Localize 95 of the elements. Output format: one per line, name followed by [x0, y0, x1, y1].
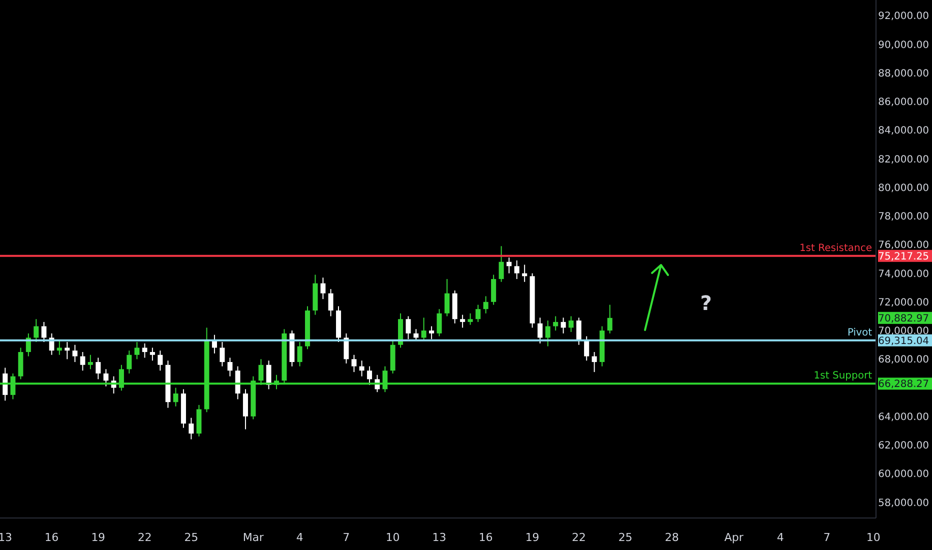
x-tick-label: 22 [138, 530, 152, 544]
candlestick [514, 260, 520, 280]
candlestick [592, 352, 597, 373]
candlestick [367, 366, 372, 386]
ref-line-label: Pivot [847, 327, 872, 338]
y-tick-label: 68,000.00 [878, 354, 929, 366]
candlestick [220, 341, 225, 367]
candlestick [88, 354, 93, 370]
candlestick [468, 312, 473, 326]
candlestick [80, 352, 86, 372]
candlestick [297, 341, 302, 367]
candlestick [506, 257, 512, 274]
text: 75,217.25 [878, 251, 929, 262]
y-tick-label: 84,000.00 [878, 126, 929, 137]
candlestick [34, 318, 39, 342]
candlestick [414, 328, 419, 342]
candlestick [266, 360, 272, 390]
candlestick [584, 336, 590, 362]
x-tick-label: 22 [572, 530, 586, 544]
candlestick [64, 341, 70, 360]
candlestick [150, 347, 155, 362]
y-tick-label: 60,000.00 [878, 469, 929, 480]
candlestick [328, 288, 334, 317]
annotation: ? [700, 291, 712, 315]
y-tick-label: 88,000.00 [878, 68, 929, 80]
x-tick-label: Apr [724, 530, 744, 544]
x-tick-label: Mar [242, 530, 264, 544]
text: 70,882.97 [878, 313, 929, 324]
x-tick-label: 13 [432, 530, 446, 544]
candlestick [538, 317, 543, 344]
candlestick [142, 342, 148, 358]
x-tick-label: 10 [866, 530, 880, 544]
y-tick-label: 90,000.00 [878, 40, 929, 51]
candlestick [242, 388, 248, 430]
candlestick [568, 316, 574, 332]
candlestick [235, 366, 240, 400]
y-tick-label: 92,000.00 [878, 11, 929, 22]
candlestick [2, 367, 8, 402]
y-tick-label: 58,000.00 [878, 498, 929, 509]
candlestick [72, 344, 78, 363]
x-tick-label: 16 [44, 530, 59, 544]
candlestick [158, 350, 163, 372]
x-tick-label: 19 [525, 530, 540, 544]
candlestick [460, 314, 466, 328]
candlestick [545, 320, 550, 347]
y-tick-label: 86,000.00 [878, 97, 929, 108]
y-tick-label: 82,000.00 [878, 154, 929, 166]
x-tick-label: 25 [618, 530, 632, 544]
text: 69,315.04 [878, 336, 929, 347]
y-tick-label: 72,000.00 [878, 297, 929, 308]
candlestick [173, 387, 178, 407]
candlestick [320, 277, 326, 300]
y-tick-label: 74,000.00 [878, 268, 929, 280]
candlestick [476, 304, 481, 322]
candlestick [227, 357, 232, 377]
x-tick-label: 7 [823, 530, 830, 544]
candlestick [436, 308, 442, 337]
candlestick [103, 368, 108, 387]
y-tick-label: 80,000.00 [878, 182, 929, 194]
x-tick-label: 19 [91, 530, 106, 544]
candlestick [491, 274, 496, 306]
y-tick-label: 70,000.00 [878, 326, 929, 338]
candlestick [188, 417, 194, 440]
text: 66,288.27 [878, 379, 929, 390]
candlestick [96, 357, 101, 380]
x-tick-label: 25 [184, 530, 198, 544]
candlestick [429, 326, 434, 340]
candlestick [444, 278, 450, 317]
candlestick [126, 350, 132, 374]
candlestick [421, 317, 426, 342]
candlestick [406, 316, 411, 340]
candlestick [56, 340, 62, 356]
y-tick-label: 78,000.00 [878, 212, 929, 223]
x-tick-label: 7 [342, 530, 350, 544]
x-tick-label: 16 [478, 530, 493, 544]
candlestick [41, 321, 46, 342]
ref-line-label: 1st Support [814, 370, 872, 382]
y-tick-label: 76,000.00 [878, 240, 929, 252]
candlestick [134, 341, 140, 360]
y-tick-label: 64,000.00 [878, 412, 929, 423]
x-tick-label: 4 [776, 530, 784, 544]
candlestick [359, 360, 364, 377]
candlestick [344, 332, 349, 364]
x-tick-label: 4 [296, 530, 304, 544]
candlestick [498, 246, 504, 282]
candlestick [553, 316, 558, 332]
candlestick [483, 296, 488, 314]
candlestick [560, 317, 566, 334]
candlestick [352, 354, 357, 373]
ref-line-label: 1st Resistance [799, 242, 872, 254]
candlestick [576, 317, 582, 346]
x-tick-label: 10 [386, 530, 400, 544]
x-tick-label: 28 [664, 530, 679, 544]
y-tick-label: 62,000.00 [878, 440, 929, 452]
candlestick [607, 304, 612, 334]
